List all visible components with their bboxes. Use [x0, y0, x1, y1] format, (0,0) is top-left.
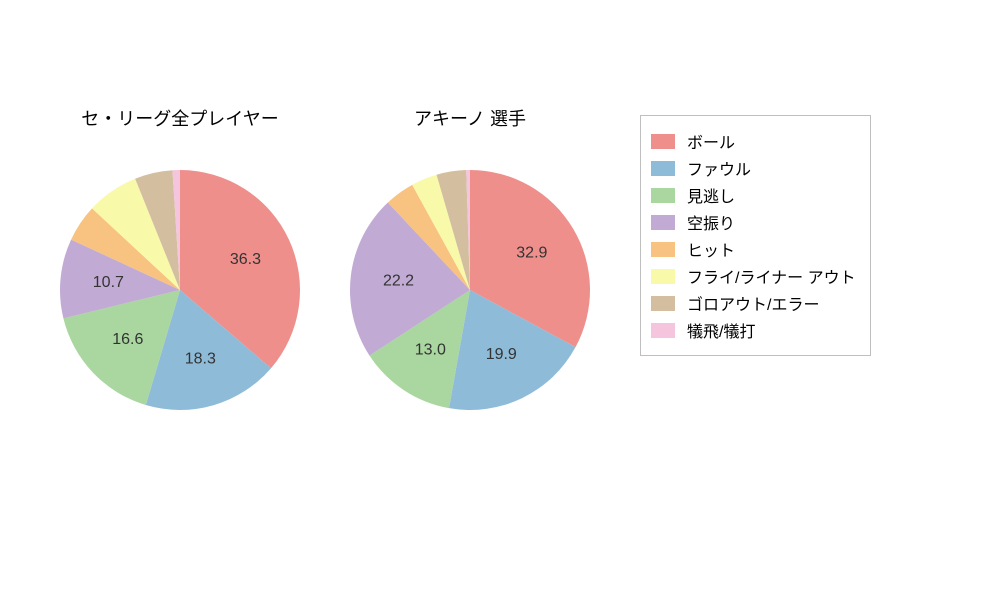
- legend-swatch-fly: [651, 269, 675, 284]
- legend-item-sac: 犠飛/犠打: [651, 318, 856, 342]
- legend-swatch-sac: [651, 323, 675, 338]
- pie-label-ball: 32.9: [516, 244, 547, 261]
- pie-label-ball: 36.3: [230, 251, 261, 268]
- legend-item-ground: ゴロアウト/エラー: [651, 291, 856, 315]
- legend-item-hit: ヒット: [651, 237, 856, 261]
- legend-item-fly: フライ/ライナー アウト: [651, 264, 856, 288]
- legend-swatch-hit: [651, 242, 675, 257]
- legend-item-ball: ボール: [651, 129, 856, 153]
- legend-item-foul: ファウル: [651, 156, 856, 180]
- legend: ボールファウル見逃し空振りヒットフライ/ライナー アウトゴロアウト/エラー犠飛/…: [640, 115, 871, 356]
- pie-label-foul: 18.3: [185, 350, 216, 367]
- pie-chart-left: 36.3 18.3 16.6 10.7: [30, 140, 330, 445]
- pie-label-miss: 13.0: [415, 341, 446, 358]
- pie-label-swing: 22.2: [383, 273, 414, 290]
- legend-label-sac: 犠飛/犠打: [687, 318, 755, 342]
- pie-svg: 32.9 19.9 13.0 22.2: [320, 140, 620, 440]
- legend-label-ground: ゴロアウト/エラー: [687, 291, 819, 315]
- pie-svg: 36.3 18.3 16.6 10.7: [30, 140, 330, 440]
- legend-label-swing: 空振り: [687, 210, 735, 234]
- pie-chart-right: 32.9 19.9 13.0 22.2: [320, 140, 620, 445]
- legend-label-hit: ヒット: [687, 237, 735, 261]
- pie-label-swing: 10.7: [93, 274, 124, 291]
- legend-swatch-ball: [651, 134, 675, 149]
- legend-item-swing: 空振り: [651, 210, 856, 234]
- legend-label-ball: ボール: [687, 129, 735, 153]
- chart-title-left: セ・リーグ全プレイヤー: [50, 105, 310, 131]
- chart-title-right: アキーノ 選手: [340, 105, 600, 131]
- legend-label-foul: ファウル: [687, 156, 751, 180]
- legend-swatch-miss: [651, 188, 675, 203]
- chart-container: セ・リーグ全プレイヤー アキーノ 選手 36.3 18.3 16.6 10.7 32.…: [0, 0, 1000, 600]
- pie-label-miss: 16.6: [112, 331, 143, 348]
- legend-swatch-foul: [651, 161, 675, 176]
- legend-item-miss: 見逃し: [651, 183, 856, 207]
- legend-swatch-swing: [651, 215, 675, 230]
- legend-label-fly: フライ/ライナー アウト: [687, 264, 856, 288]
- legend-swatch-ground: [651, 296, 675, 311]
- pie-label-foul: 19.9: [486, 346, 517, 363]
- legend-label-miss: 見逃し: [687, 183, 735, 207]
